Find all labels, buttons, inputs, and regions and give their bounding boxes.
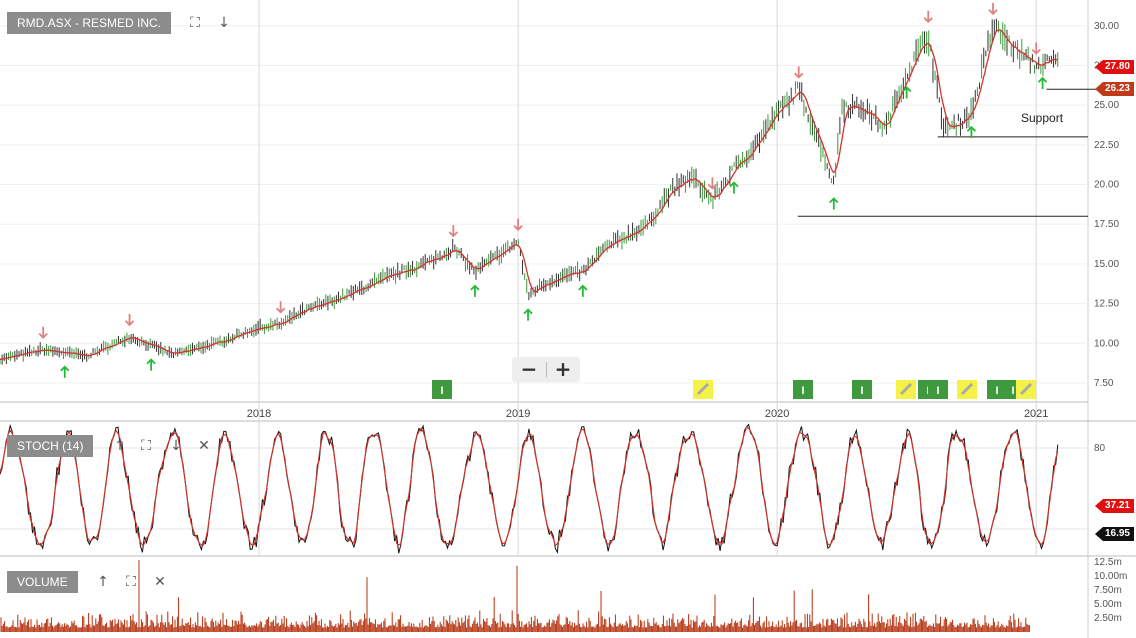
stoch-tick-label: 80	[1094, 443, 1106, 454]
volume-tick-label: 7.50m	[1094, 585, 1122, 596]
volume-tick-label: 5.00m	[1094, 599, 1122, 610]
symbol-label: RMD.ASX - RESMED INC.	[7, 12, 172, 34]
close-icon[interactable]: ✕	[198, 438, 210, 454]
stoch-d-tag: 16.95	[1094, 527, 1134, 541]
price-tick-label: 12.50	[1094, 299, 1119, 310]
buy-arrow-icon	[523, 308, 533, 321]
buy-arrow-icon	[729, 181, 739, 194]
price-tick-label: 22.50	[1094, 140, 1119, 151]
buy-arrow-icon	[60, 365, 70, 378]
zoom-divider	[546, 362, 547, 377]
x-tick-label: 2019	[506, 408, 530, 420]
zoom-out-button[interactable]: −	[520, 357, 538, 381]
svg-text:I: I	[801, 385, 804, 397]
buy-arrow-icon	[470, 284, 480, 297]
volume-bars	[0, 560, 1030, 632]
sell-arrow-icon	[988, 2, 998, 16]
stoch-k-tag: 37.21	[1094, 499, 1134, 513]
event-marker: I	[793, 380, 813, 399]
buy-arrow-icon	[578, 284, 588, 297]
sell-arrow-icon	[38, 326, 48, 339]
pencil-icon	[957, 380, 977, 399]
buy-arrow-icon	[902, 86, 912, 99]
price-tick-label: 30.00	[1094, 21, 1119, 32]
svg-text:I: I	[860, 385, 863, 397]
stoch-label: STOCH (14)	[7, 435, 94, 457]
sell-arrow-icon	[124, 313, 135, 327]
buy-arrow-icon	[966, 125, 977, 139]
buy-arrow-icon	[829, 197, 839, 210]
sell-arrow-icon	[1031, 42, 1041, 55]
sell-arrow-icon	[275, 301, 286, 314]
svg-text:I: I	[1011, 385, 1014, 397]
sell-arrow-icon	[707, 177, 718, 190]
expand-icon[interactable]: ⛶	[141, 438, 151, 454]
stoch-d-line	[0, 426, 1059, 547]
arrow-down-icon[interactable]: ↓	[170, 438, 182, 454]
event-marker: I	[432, 380, 452, 399]
sell-arrow-icon	[513, 218, 523, 231]
sell-arrow-icon	[448, 225, 458, 238]
support-annotation[interactable]: Support	[1021, 111, 1064, 125]
price-tick-label: 25.00	[1094, 100, 1119, 111]
volume-tick-label: 12.5m	[1094, 557, 1122, 568]
expand-icon[interactable]: ⛶	[190, 15, 200, 31]
x-tick-label: 2020	[765, 408, 789, 420]
price-tick-label: 15.00	[1094, 259, 1119, 270]
event-marker: I	[987, 380, 1007, 399]
sell-arrow-icon	[794, 66, 804, 79]
buy-arrow-icon	[146, 358, 156, 371]
x-tick-label: 2018	[247, 408, 271, 420]
arrow-up-icon[interactable]: ↑	[97, 574, 109, 590]
expand-icon[interactable]: ⛶	[126, 574, 136, 590]
arrow-up-icon[interactable]: ↑	[114, 438, 126, 454]
buy-arrow-icon	[1037, 76, 1048, 90]
event-marker: I	[928, 380, 948, 399]
price-tick-label: 7.50	[1094, 378, 1114, 389]
svg-text:I: I	[936, 385, 939, 397]
volume-tick-label: 10.00m	[1094, 571, 1127, 582]
arrow-down-icon[interactable]: ↓	[218, 15, 230, 31]
x-tick-label: 2021	[1024, 408, 1048, 420]
price-tick-label: 10.00	[1094, 338, 1119, 349]
stoch-k-line	[0, 423, 1059, 555]
close-icon[interactable]: ✕	[154, 574, 166, 590]
svg-text:I: I	[995, 385, 998, 397]
price-tick-label: 20.00	[1094, 180, 1119, 191]
event-marker: I	[852, 380, 872, 399]
volume-tick-label: 2.50m	[1094, 613, 1122, 624]
pencil-icon	[1016, 380, 1036, 399]
volume-label: VOLUME	[7, 571, 78, 593]
pencil-icon	[896, 380, 916, 399]
sell-arrow-icon	[923, 10, 933, 24]
last-price-tag: 27.80	[1094, 60, 1134, 74]
support-price-tag: 26.23	[1094, 82, 1134, 96]
zoom-control: − +	[512, 357, 580, 382]
price-tick-label: 17.50	[1094, 219, 1119, 230]
zoom-in-button[interactable]: +	[554, 357, 572, 381]
svg-text:I: I	[440, 385, 443, 397]
pencil-icon	[693, 380, 713, 399]
price-line	[0, 29, 1058, 361]
